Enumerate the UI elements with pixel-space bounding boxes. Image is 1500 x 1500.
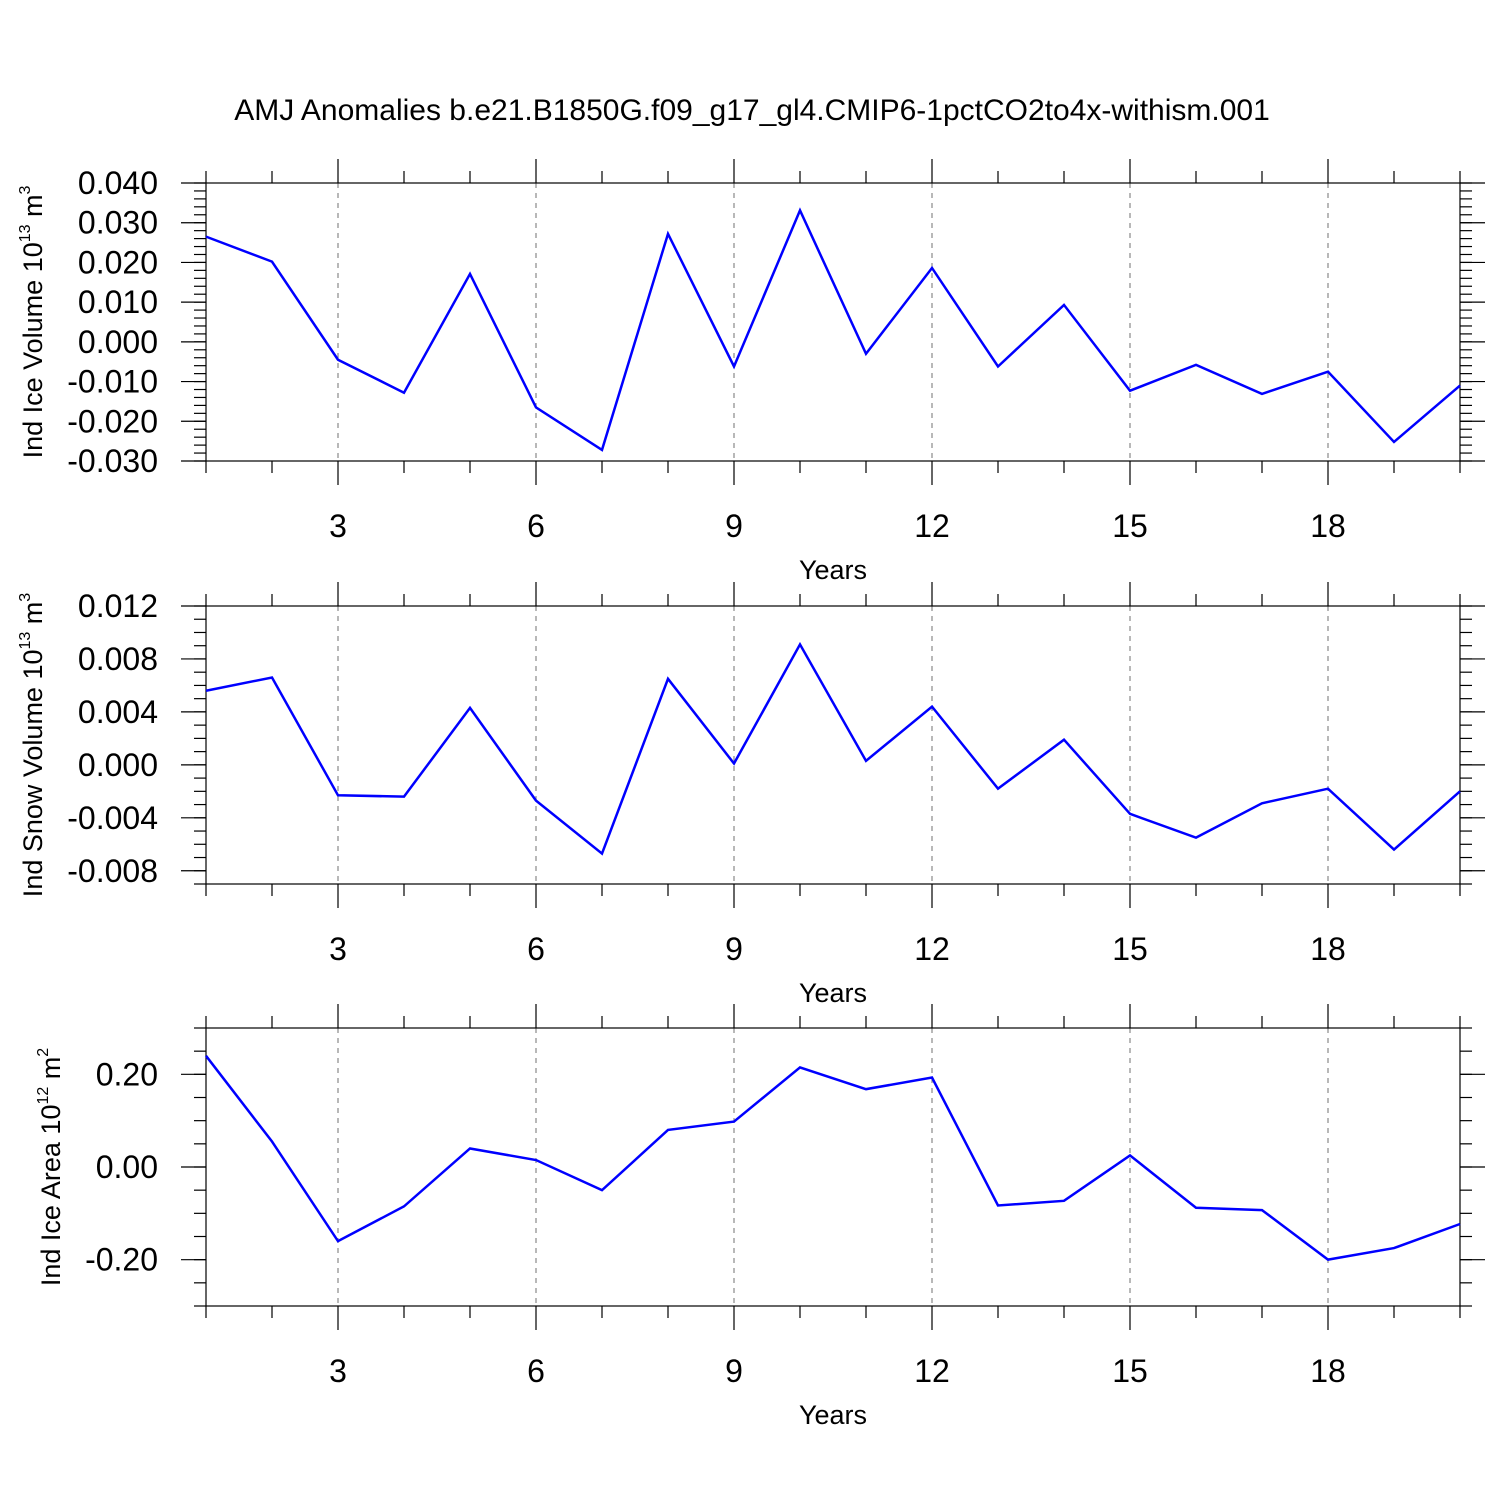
figure-title: AMJ Anomalies b.e21.B1850G.f09_g17_gl4.C… [234,94,1270,127]
x-tick-label: 12 [914,508,950,544]
y-axis-label-part: Ind Ice Area 10 [36,1105,66,1287]
y-tick-label: 0.004 [78,694,158,730]
y-tick-label: 0.020 [78,244,158,280]
x-axis-label: Years [799,1400,867,1430]
x-tick-label: 3 [329,1353,347,1389]
y-tick-label: 0.010 [78,284,158,320]
y-axis-label-part: m [18,602,48,632]
x-tick-label: 15 [1112,931,1148,967]
y-axis-label-part: 3 [17,185,34,194]
plot-frame [205,182,1461,462]
y-axis-label-part: 13 [17,632,34,650]
x-tick-label: 6 [527,1353,545,1389]
x-tick-label: 18 [1310,931,1346,967]
y-tick-label: -0.020 [67,403,158,439]
x-tick-label: 9 [725,1353,743,1389]
y-axis-label-part: Ind Ice Volume 10 [18,242,48,458]
y-tick-label: 0.000 [78,747,158,783]
y-axis-label: Ind Snow Volume 1013 m3 [17,593,48,897]
x-tick-label: 6 [527,931,545,967]
x-tick-label: 12 [914,931,950,967]
y-axis-label-part: Ind Snow Volume 10 [18,650,48,898]
x-axis-label: Years [799,555,867,585]
x-tick-label: 3 [329,931,347,967]
y-axis-label: Ind Ice Volume 1013 m3 [17,185,48,458]
y-axis-label-part: 12 [35,1087,52,1105]
y-axis-label-part: m [18,194,48,224]
x-tick-label: 9 [725,508,743,544]
y-axis-label-part: 2 [35,1048,52,1057]
x-tick-label: 15 [1112,508,1148,544]
x-tick-label: 9 [725,931,743,967]
x-tick-label: 3 [329,508,347,544]
y-axis-label-part: 13 [17,224,34,242]
y-axis-label-part: m [36,1057,66,1087]
plot-frame [205,605,1461,885]
x-tick-label: 15 [1112,1353,1148,1389]
y-tick-label: 0.00 [96,1149,158,1185]
y-tick-label: 0.20 [96,1056,158,1092]
y-tick-label: -0.030 [67,443,158,479]
y-tick-label: 0.008 [78,641,158,677]
x-tick-label: 6 [527,508,545,544]
y-axis-label-part: 3 [17,593,34,602]
y-tick-label: -0.008 [67,853,158,889]
y-tick-label: -0.20 [85,1242,158,1278]
x-tick-label: 18 [1310,1353,1346,1389]
series-line [205,641,1461,856]
plot-frame [205,1027,1461,1307]
x-axis-label: Years [799,978,867,1008]
panel-3: -0.20 0.00 0.20 3 6 9 12 15 18 Years Ind Ice Area … [35,1004,1485,1430]
x-tick-label: 12 [914,1353,950,1389]
y-tick-label: 0.000 [78,324,158,360]
y-tick-label: 0.040 [78,165,158,201]
y-tick-label: -0.010 [67,364,158,400]
x-tick-label: 18 [1310,508,1346,544]
panel-2: -0.008 -0.004 0.000 0.004 0.008 0.012 3 6 9 12 15 1… [17,582,1485,1008]
series-line [205,207,1461,452]
series-line [205,1055,1461,1261]
y-tick-label: 0.030 [78,205,158,241]
y-axis-label: Ind Ice Area 1012 m2 [35,1048,66,1286]
y-tick-label: 0.012 [78,588,158,624]
y-tick-label: -0.004 [67,800,158,836]
